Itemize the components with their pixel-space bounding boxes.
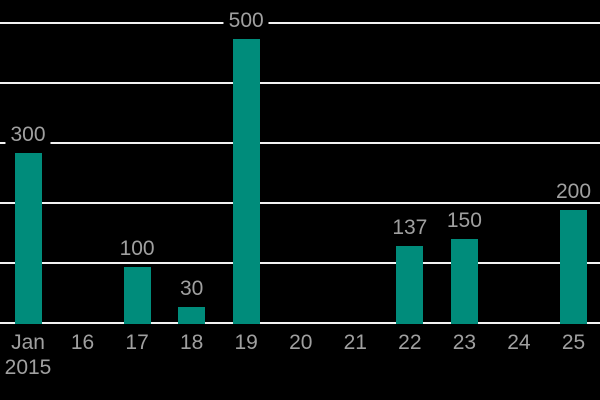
bar-value-label: 200 <box>550 181 597 202</box>
x-tick-label: 25 <box>562 330 585 355</box>
bar <box>396 245 424 324</box>
x-tick-label-line: 24 <box>507 331 531 354</box>
x-axis-line <box>0 322 600 324</box>
x-tick-label: 18 <box>180 330 203 355</box>
bar-value-label: 30 <box>174 277 209 299</box>
x-tick-label-line: 25 <box>561 331 586 354</box>
x-tick-label-line: 22 <box>398 331 422 354</box>
bar-value-label: 137 <box>387 216 433 238</box>
x-tick-label: 20 <box>289 330 312 355</box>
gridline <box>0 142 600 144</box>
x-tick-label-line: 17 <box>125 331 149 354</box>
x-tick-label: 19 <box>235 330 258 355</box>
x-tick-label: 22 <box>398 330 421 355</box>
bar <box>14 153 42 324</box>
bar <box>560 210 587 324</box>
x-tick-label-line: 2015 <box>4 356 52 379</box>
gridline <box>0 82 600 84</box>
gridline <box>0 22 600 24</box>
x-tick-label: 21 <box>344 330 367 355</box>
x-tick-label-line: 18 <box>179 331 204 354</box>
x-tick-label-line: 20 <box>289 331 313 354</box>
bar-value-label: 100 <box>114 238 160 259</box>
x-tick-label: 17 <box>125 330 148 355</box>
x-tick-label: 24 <box>507 330 530 355</box>
x-tick-label-line: 21 <box>343 331 367 354</box>
bar <box>450 238 478 324</box>
bar-value-label: 300 <box>5 124 51 145</box>
x-tick-label-line: 19 <box>234 331 258 354</box>
bar-value-label: 150 <box>441 209 487 231</box>
bar <box>178 306 206 324</box>
bar <box>123 267 151 324</box>
x-tick-label-line: 16 <box>70 331 95 354</box>
gridline <box>0 202 600 204</box>
gridline <box>0 262 600 264</box>
x-tick-label: Jan 2015 <box>5 330 52 380</box>
x-tick-label-line: Jan <box>11 331 45 354</box>
x-tick-label: 16 <box>71 330 94 355</box>
x-tick-label-line: 23 <box>452 331 477 354</box>
x-tick-label: 23 <box>453 330 476 355</box>
bar <box>232 39 260 324</box>
bar-value-label: 500 <box>223 10 269 31</box>
